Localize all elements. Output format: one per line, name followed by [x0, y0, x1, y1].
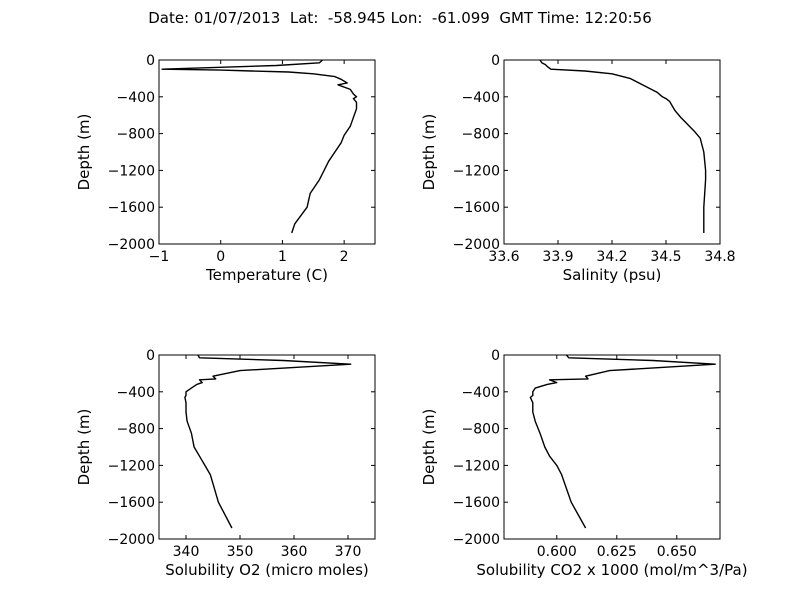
temperature-y-tick-label: −400 [117, 90, 155, 106]
co2-y-tick-label: 0 [491, 348, 500, 364]
salinity-y-tick-label: −1600 [453, 200, 500, 216]
figure-title: Date: 01/07/2013 Lat: -58.945 Lon: -61.0… [148, 9, 652, 27]
o2-x-axis-label: Solubility O2 (micro moles) [165, 561, 369, 579]
salinity-x-tick-label: 34.5 [650, 249, 681, 265]
salinity-y-tick-label: −800 [462, 127, 500, 143]
co2-x-tick-label: 0.600 [537, 544, 577, 560]
salinity-y-tick-label: −400 [462, 90, 500, 106]
o2-y-tick-label: −400 [117, 385, 155, 401]
co2-profile-line [529, 354, 716, 529]
temperature-y-axis-label: Depth (m) [75, 114, 93, 191]
temperature-x-tick-label: −1 [149, 249, 170, 265]
salinity-x-tick-label: 34.2 [596, 249, 627, 265]
o2-y-axis-label: Depth (m) [75, 409, 93, 486]
subplot-salinity: 33.6 33.9 34.2 34.5 34.8 0 −400 −800 −1200 −1600 −… [420, 53, 736, 284]
subplot-co2: 0.600 0.625 0.650 0 −400 −800 −1200 −1600 −2000 S… [420, 348, 748, 579]
o2-x-tick-label: 340 [173, 544, 200, 560]
o2-y-tick-label: 0 [146, 348, 155, 364]
co2-x-tick-label: 0.625 [597, 544, 637, 560]
salinity-y-tick-label: 0 [491, 53, 500, 69]
salinity-x-tick-label: 33.6 [488, 249, 519, 265]
salinity-x-axis-label: Salinity (psu) [563, 266, 662, 284]
salinity-axes-frame [503, 59, 721, 245]
co2-y-tick-label: −800 [462, 422, 500, 438]
temperature-x-axis-label: Temperature (C) [205, 266, 328, 284]
temperature-y-tick-label: −800 [117, 127, 155, 143]
salinity-y-tick-label: −1200 [453, 163, 500, 179]
o2-profile-line [184, 354, 352, 529]
salinity-y-axis-label: Depth (m) [420, 114, 438, 191]
temperature-y-tick-label: 0 [146, 53, 155, 69]
salinity-y-tick-label: −2000 [453, 237, 500, 253]
salinity-x-tick-label: 33.9 [542, 249, 573, 265]
temperature-y-tick-label: −1200 [108, 163, 155, 179]
o2-axes-frame [158, 354, 376, 540]
co2-y-tick-label: −400 [462, 385, 500, 401]
o2-y-tick-label: −800 [117, 422, 155, 438]
o2-x-tick-label: 370 [335, 544, 362, 560]
temperature-x-tick-label: 2 [340, 249, 349, 265]
co2-axes-frame [503, 354, 721, 540]
temperature-y-tick-label: −2000 [108, 237, 155, 253]
co2-y-tick-label: −2000 [453, 532, 500, 548]
co2-y-tick-label: −1600 [453, 495, 500, 511]
co2-y-tick-label: −1200 [453, 458, 500, 474]
salinity-x-tick-label: 34.8 [704, 249, 735, 265]
o2-y-tick-label: −1200 [108, 458, 155, 474]
temperature-x-tick-label: 0 [216, 249, 225, 265]
temperature-x-tick-label: 1 [278, 249, 287, 265]
o2-x-tick-label: 360 [281, 544, 308, 560]
salinity-profile-line [539, 59, 707, 233]
co2-y-axis-label: Depth (m) [420, 409, 438, 486]
o2-y-tick-label: −2000 [108, 532, 155, 548]
temperature-y-tick-label: −1600 [108, 200, 155, 216]
temperature-profile-line [161, 59, 358, 234]
subplot-o2: 340 350 360 370 0 −400 −800 −1200 −1600 −2000 Solu… [75, 348, 376, 579]
o2-x-tick-label: 350 [227, 544, 254, 560]
temperature-axes-frame [158, 59, 376, 245]
co2-x-tick-label: 0.650 [657, 544, 697, 560]
subplot-temperature: −1 0 1 2 0 −400 −800 −1200 −1600 −2000 Temperature… [75, 53, 376, 284]
o2-y-tick-label: −1600 [108, 495, 155, 511]
co2-x-axis-label: Solubility CO2 x 1000 (mol/m^3/Pa) [476, 561, 747, 579]
